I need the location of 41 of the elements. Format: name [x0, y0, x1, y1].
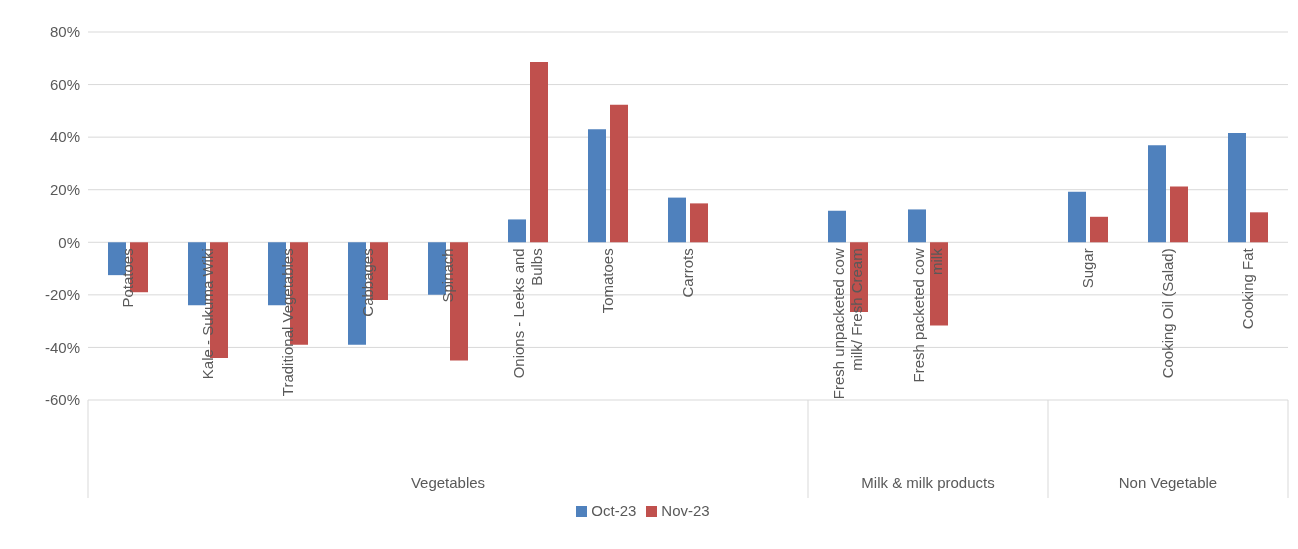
text: Vegetables — [410, 474, 486, 491]
bar — [588, 129, 606, 243]
legend-label: Oct-23 — [591, 502, 637, 519]
bar — [1228, 132, 1246, 243]
x-tick-label: Fresh unpacketed cow milk/ Fresh Cream — [830, 248, 865, 400]
text: Non Vegetable — [1118, 474, 1218, 491]
x-tick-label: Onions - Leeks and Bulbs — [510, 248, 545, 379]
x-tick-label: Potatoes — [119, 248, 136, 308]
bar — [1090, 216, 1108, 243]
bar — [690, 203, 708, 243]
bar — [530, 61, 548, 243]
x-tick-label: Traditional Vegetables — [279, 248, 296, 397]
bar — [610, 104, 628, 243]
y-tick-label: 80% — [49, 23, 80, 41]
y-tick-label: 40% — [49, 128, 80, 146]
text: Milk & milk products — [861, 474, 995, 491]
y-tick-label: 20% — [49, 181, 80, 199]
y-tick-label: -60% — [44, 391, 80, 409]
y-tick-label: 0% — [58, 233, 80, 251]
bar — [828, 210, 846, 243]
x-tick-label: Carrots — [679, 248, 696, 298]
x-tick-label: Spinach — [439, 248, 456, 303]
bar — [1170, 186, 1188, 243]
x-tick-label: Cabbages — [359, 248, 376, 317]
x-tick-label: Kale - Sukuma Wiki — [199, 248, 216, 380]
x-tick-label: Cooking Oil (Salad) — [1159, 248, 1176, 379]
x-tick-label: Tomatoes — [599, 248, 616, 314]
bar — [1068, 191, 1086, 243]
x-tick-label: Fresh packeted cow milk — [910, 247, 945, 383]
x-tick-label: Cooking Fat — [1239, 247, 1256, 330]
x-tick-label: Sugar — [1079, 248, 1096, 289]
legend-label: Nov-23 — [661, 502, 710, 519]
y-tick-label: -40% — [44, 338, 80, 356]
bar — [930, 242, 948, 326]
y-tick-label: -20% — [44, 286, 80, 304]
bar — [1250, 212, 1268, 243]
y-tick-label: 60% — [49, 75, 80, 93]
bar — [1148, 145, 1166, 243]
bar — [668, 197, 686, 243]
bar — [908, 209, 926, 243]
bar — [508, 219, 526, 243]
